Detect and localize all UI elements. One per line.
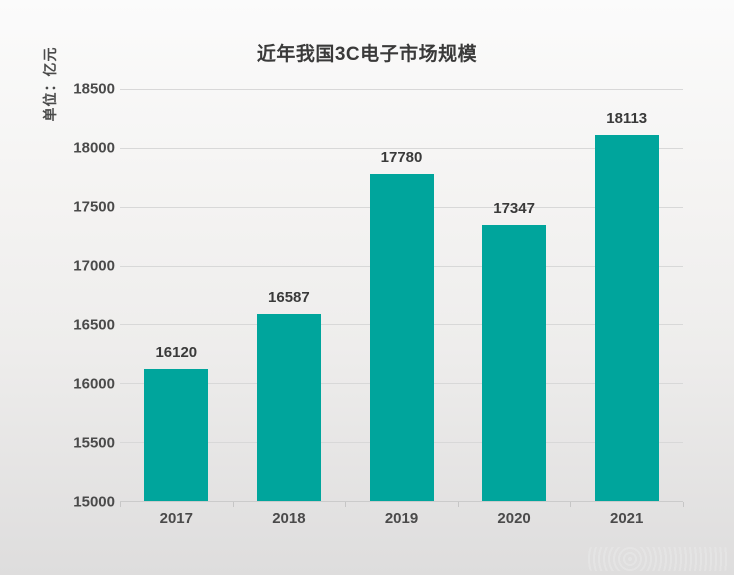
y-tick-label: 18000 (73, 139, 115, 157)
x-tick-label: 2017 (159, 510, 193, 527)
y-tick-label: 17000 (73, 257, 115, 275)
bar-value-label: 16587 (268, 289, 310, 307)
x-axis-tick (457, 502, 459, 507)
y-tick-label: 15500 (73, 434, 115, 452)
plot-area: 16120 16587 17780 17347 18113 (120, 89, 684, 507)
x-axis-tick-labels: 2017 2018 2019 2020 2021 (120, 510, 683, 530)
y-tick-label: 15000 (73, 493, 115, 511)
bar-value-label: 17780 (380, 148, 423, 166)
bar-value-label: 18113 (606, 109, 648, 127)
x-axis-tick (570, 502, 572, 507)
gridline (120, 89, 683, 90)
y-tick-label: 16000 (73, 375, 115, 393)
bar-value-label: 17347 (493, 199, 535, 217)
y-tick-label: 18500 (73, 80, 115, 98)
y-tick-label: 17500 (73, 198, 115, 216)
x-axis-tick (345, 502, 347, 507)
watermark (588, 547, 728, 571)
x-axis-tick (232, 502, 234, 507)
y-axis-tick-labels: 15000 15500 16000 16500 17000 17500 18000 18500 (0, 81, 115, 511)
x-tick-label: 2019 (384, 510, 419, 527)
x-tick-label: 2018 (272, 510, 306, 527)
x-axis-tick (120, 502, 121, 507)
x-tick-label: 2020 (497, 510, 531, 527)
bar-value-label: 16120 (155, 344, 198, 362)
x-axis-tick (683, 502, 684, 507)
y-tick-label: 16500 (73, 316, 115, 334)
bar-2021 (594, 134, 659, 501)
bar-2019 (369, 173, 434, 501)
bar-2020 (482, 224, 547, 501)
chart-title: 近年我国3C电子市场规模 (256, 44, 478, 65)
x-tick-label: 2021 (610, 510, 644, 527)
gridline (120, 147, 683, 149)
bar-2018 (256, 314, 321, 501)
bar-2017 (144, 369, 209, 501)
